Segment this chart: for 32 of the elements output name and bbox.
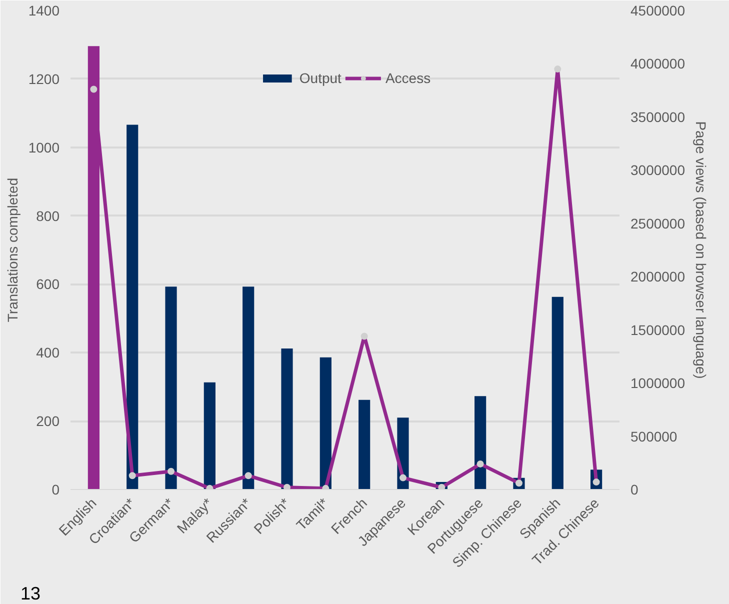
y2-tick-label: 1500000 xyxy=(630,322,686,338)
y2-tick-label: 2000000 xyxy=(630,268,686,285)
y-tick-label: 1000 xyxy=(28,139,60,156)
y2-tick-label: 4500000 xyxy=(630,2,686,18)
y2-tick-label: 0 xyxy=(630,482,638,498)
bar xyxy=(242,286,254,490)
y2-tick-label: 2500000 xyxy=(630,215,686,232)
y2-tick-label: 1000000 xyxy=(630,375,686,392)
y2-tick-label: 3000000 xyxy=(630,162,686,178)
y-tick-label: 1200 xyxy=(28,70,60,87)
bar xyxy=(358,400,370,490)
y-tick-label: 200 xyxy=(36,413,60,430)
legend-label: Output xyxy=(299,70,342,86)
y2-tick-label: 3500000 xyxy=(630,108,686,125)
y-tick-label: 600 xyxy=(36,276,60,292)
y-tick-label: 400 xyxy=(36,344,60,361)
bar xyxy=(204,382,216,490)
y2-axis-title: Page views (based on browser language) xyxy=(693,121,710,379)
bar xyxy=(552,296,564,490)
y2-tick-label: 500000 xyxy=(630,428,678,444)
bar xyxy=(165,286,177,490)
y-tick-label: 1400 xyxy=(28,2,60,18)
legend-label: Access xyxy=(385,70,431,86)
text: 13 xyxy=(20,584,41,604)
y2-tick-label: 4000000 xyxy=(630,56,686,72)
y-tick-label: 0 xyxy=(52,482,60,498)
bar xyxy=(474,396,486,490)
bar xyxy=(126,124,138,490)
bar xyxy=(320,357,332,490)
bar xyxy=(281,348,293,490)
y-axis-title: Translations completed xyxy=(4,178,20,322)
y-tick-label: 800 xyxy=(36,208,60,224)
